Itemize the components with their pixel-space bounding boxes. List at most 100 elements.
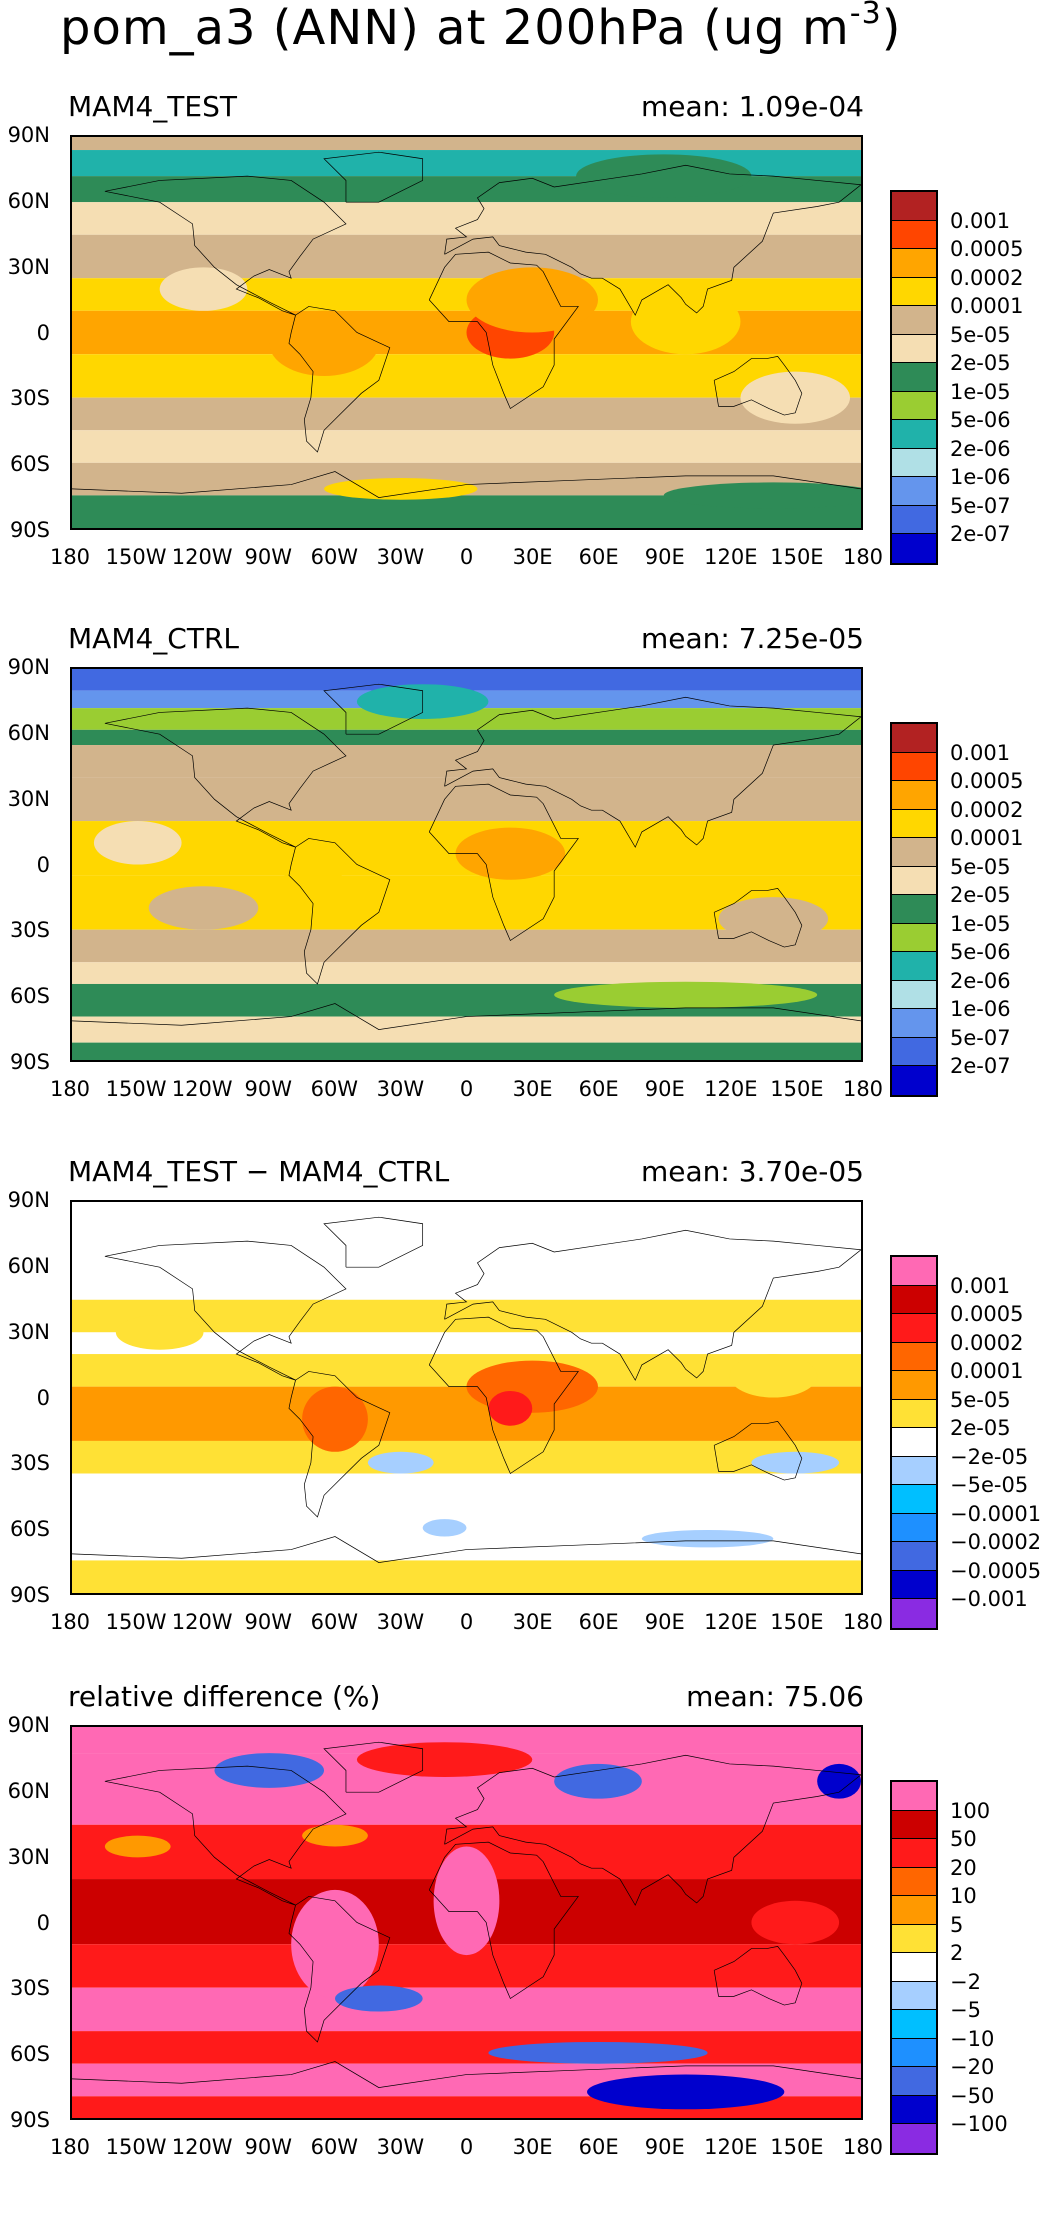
colorbar-label: −0.0001 [950,1501,1042,1526]
colorbar-label: 20 [950,1855,977,1880]
colorbar-label: 0.0005 [950,769,1024,794]
colorbar-label: −2 [950,1969,981,1994]
lon-tick-label: 120W [171,2135,233,2159]
lon-tick-label: 60W [310,545,359,569]
lon-tick-label: 60E [578,1077,619,1101]
lat-tick-label: 30N [7,1319,50,1344]
colorbar-swatch [892,923,936,953]
lon-tick-label: 60W [310,1077,359,1101]
coastline [289,838,390,984]
field-patch [488,1390,533,1426]
field-band [72,202,861,235]
lon-tick-label: 0 [459,1077,474,1101]
field-patch [729,1354,818,1398]
colorbar-label: 2 [950,1941,964,1966]
colorbar-swatch [892,1896,936,1925]
colorbar-swatch [892,477,936,506]
field-patch [335,1985,423,2012]
field-patch [751,1451,840,1474]
field-patch [302,1386,368,1452]
lat-tick-label: 90N [7,655,50,679]
field-patch [115,1314,204,1350]
field-band [72,1299,861,1333]
lon-tick-label: 0 [459,2135,474,2159]
field-band [72,1386,861,1441]
lat-tick-label: 30S [9,1976,50,2001]
lon-tick-label: 30E [512,545,553,569]
coastline [445,165,861,315]
colorbar-swatch [892,1981,936,2011]
colorbar-swatch [892,420,936,449]
colorbar-swatch [892,363,936,392]
panel-mean: mean: 7.25e-05 [640,622,864,655]
figure-title-text: pom_a3 (ANN) at 200hPa (ug m [60,0,850,56]
colorbar-label: −0.0002 [950,1530,1042,1555]
colorbar-label: −2e-05 [950,1444,1029,1469]
field-band [72,669,861,691]
lon-tick-label: 120E [704,1077,758,1101]
lon-tick-label: 60E [578,545,619,569]
colorbar-swatch [892,391,936,421]
lon-tick-label: 30W [376,2135,425,2159]
colorbar-swatch [892,1953,936,1982]
coastline [445,1230,861,1380]
lon-tick-label: 60E [578,2135,619,2159]
field-patch [422,1519,467,1537]
colorbar-swatch [892,2067,936,2096]
coastline [445,697,861,847]
field-patch [214,1753,325,1788]
field-patch [159,267,248,311]
colorbar-label: 2e-07 [950,1054,1011,1079]
field-patch [455,827,566,880]
colorbar-swatch [892,534,936,563]
lon-tick-label: 90E [644,1610,685,1634]
lat-tick-label: 30S [9,386,50,411]
colorbar-swatch [892,1570,936,1600]
colorbar-swatch [892,306,936,335]
lat-tick-label: 90N [7,123,50,147]
map-field [72,669,861,1060]
field-band [72,1987,861,2032]
coastline [714,1421,802,1480]
lon-tick-label: 30E [512,1610,553,1634]
coastline [72,1004,861,1030]
coastline [714,1946,802,2005]
lon-tick-label: 30E [512,1077,553,1101]
lat-tick-label: 90S [9,1050,50,1074]
colorbar-label: 100 [950,1798,991,1823]
coastline [324,1742,423,1792]
colorbar-swatch [892,505,936,535]
colorbar-swatch [892,192,936,221]
colorbar-swatch [892,1314,936,1343]
lat-tick-label: 90S [9,1583,50,1607]
lon-tick-label: 90W [244,545,293,569]
colorbar-swatch [892,2095,936,2125]
field-band [72,1332,861,1355]
colorbar-swatch [892,724,936,753]
figure-title-exponent: -3 [849,0,882,31]
lon-tick-label: 120W [171,1077,233,1101]
field-band [72,745,861,778]
colorbar-label: −5e-05 [950,1473,1029,1498]
coastline [72,472,861,498]
map-plot [70,1200,863,1595]
field-band [72,708,861,730]
field-patch [433,1846,500,1956]
colorbar-swatch [892,1867,936,1897]
coastline [105,1241,346,1380]
lat-tick-label: 30S [9,918,50,943]
colorbar-label: 0.0002 [950,265,1024,290]
panel-title: MAM4_CTRL [68,622,239,655]
colorbar-swatch [892,1285,936,1315]
colorbar-label: −20 [950,2055,995,2080]
colorbar-swatch [892,448,936,478]
lon-tick-label: 180 [49,2135,91,2159]
colorbar [890,722,938,1097]
lat-tick-label: 60S [9,984,50,1009]
panel-title: MAM4_TEST [68,90,237,123]
colorbar-label: 2e-07 [950,522,1011,547]
colorbar-swatch [892,1037,936,1067]
colorbar-swatch [892,1342,936,1372]
lon-tick-label: 60W [310,2135,359,2159]
field-patch [302,1824,368,1847]
